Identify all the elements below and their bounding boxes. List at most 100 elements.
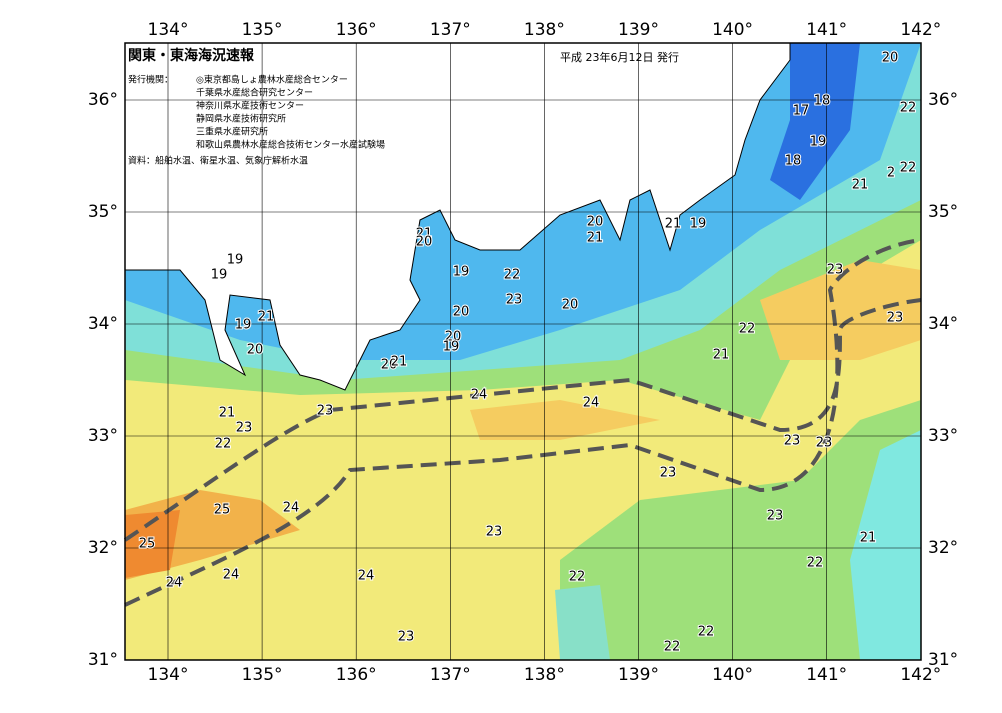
contour-label: 22 <box>698 625 715 640</box>
latitude-label: 35° <box>88 202 118 222</box>
contour-label: 24 <box>471 388 488 403</box>
contour-label: 23 <box>506 293 523 308</box>
contour-label: 19 <box>810 135 827 150</box>
longitude-label: 140° <box>712 665 753 685</box>
sea-cyan <box>555 585 610 660</box>
latitude-label: 36° <box>88 90 118 110</box>
contour-label: 22 <box>504 268 521 283</box>
issuers: ◎東京都島しょ農林水産総合センター千葉県水産総合研究センター神奈川県水産技術セン… <box>196 74 385 151</box>
contour-label: 20 <box>453 305 470 320</box>
issuer: 千葉県水産総合研究センター <box>196 87 313 99</box>
title: 関東・東海海況速報 <box>128 47 255 64</box>
contour-label: 23 <box>398 630 415 645</box>
contour-label: 20 <box>247 343 264 358</box>
contour-label: 19 <box>235 318 252 333</box>
contour-label: 18 <box>785 154 802 169</box>
contour-label: 25 <box>139 537 156 552</box>
issuer: ◎東京都島しょ農林水産総合センター <box>196 74 348 86</box>
latitude-label: 35° <box>928 202 958 222</box>
kuroshio-edge <box>123 298 922 542</box>
contour-label: 21 <box>852 178 869 193</box>
contour-label: 21 <box>391 355 408 370</box>
contour-label: 17 <box>793 104 810 119</box>
contour-label: 23 <box>816 436 833 451</box>
contour-label: 22 <box>569 570 586 585</box>
issuer: 静岡県水産技術研究所 <box>196 113 286 125</box>
contour-label: 21 <box>219 406 236 421</box>
contour-label: 19 <box>227 253 244 268</box>
longitude-label: 138° <box>524 20 565 40</box>
contour-label: 23 <box>236 421 253 436</box>
contour-label: 23 <box>784 434 801 449</box>
contour-label: 20 <box>416 235 433 250</box>
longitude-label: 136° <box>336 665 377 685</box>
contour-label: 21 <box>258 310 275 325</box>
contour-label: 21 <box>860 531 877 546</box>
contour-label: 23 <box>767 509 784 524</box>
longitude-label: 135° <box>242 20 283 40</box>
contour-label: 20 <box>445 330 462 345</box>
sea-green <box>560 400 921 660</box>
contour-label: 25 <box>214 503 231 518</box>
latitude-label: 33° <box>928 426 958 446</box>
contour-label: 19 <box>690 217 707 232</box>
contour-label: 20 <box>882 51 899 66</box>
labels: 134° 134° 135° 135° 136° 136° 137° 137° 138° 138°… <box>88 20 958 685</box>
sea-cold <box>770 43 860 200</box>
contour-label: 23 <box>660 466 677 481</box>
longitude-label: 142° <box>900 665 941 685</box>
latitude-label: 31° <box>88 650 118 670</box>
contour-label: 19 <box>453 265 470 280</box>
contour-label: 23 <box>827 263 844 278</box>
latitude-label: 32° <box>928 538 958 558</box>
longitude-label: 142° <box>900 20 941 40</box>
contour-label: 23 <box>887 311 904 326</box>
issuer: 三重県水産研究所 <box>196 126 268 138</box>
sea-orange <box>470 400 660 440</box>
contour-label: 21 <box>416 227 433 242</box>
frame <box>124 42 922 661</box>
contour-label: 23 <box>317 404 334 419</box>
contour-label: 20 <box>381 358 398 373</box>
latitude-label: 32° <box>88 538 118 558</box>
contour-label: 22 <box>900 101 917 116</box>
latitude-label: 33° <box>88 426 118 446</box>
longitude-label: 137° <box>430 20 471 40</box>
contour-label: 19 <box>443 340 460 355</box>
contour-label: 22 <box>807 556 824 571</box>
date: 平成 23年6月12日 発行 <box>560 50 679 64</box>
contour-label: 24 <box>358 569 375 584</box>
sea-orange <box>760 260 921 360</box>
longitude-label: 135° <box>242 665 283 685</box>
grid <box>125 43 922 661</box>
issuers-label: 発行機関： <box>128 74 173 86</box>
longitude-label: 141° <box>806 20 847 40</box>
longitude-label: 134° <box>148 665 189 685</box>
contour-label: 24 <box>583 396 600 411</box>
source: 資料：船舶水温、衛星水温、気象庁解析水温 <box>128 155 308 167</box>
kuroshio-edge <box>124 238 922 607</box>
contour-label: 23 <box>486 525 503 540</box>
contour-label: 22 <box>739 322 756 337</box>
contour-label: 24 <box>223 568 240 583</box>
longitude-label: 139° <box>618 20 659 40</box>
sea-cyan <box>850 430 921 660</box>
longitude-label: 138° <box>524 665 565 685</box>
longitude-label: 137° <box>430 665 471 685</box>
longitude-label: 134° <box>148 20 189 40</box>
contour-label: 24 <box>166 576 183 591</box>
contour-label: 21 <box>665 217 682 232</box>
contour-label: 21 <box>587 231 604 246</box>
contour-label: 22 <box>215 437 232 452</box>
contour-label: 20 <box>562 298 579 313</box>
contour-label: 24 <box>283 501 300 516</box>
contour-label: 20 <box>587 215 604 230</box>
contour-label: 22 <box>664 640 681 655</box>
land <box>124 42 791 391</box>
contour-label: 22 <box>900 161 917 176</box>
issuer: 和歌山県農林水産総合技術センター水産試験場 <box>196 139 385 151</box>
contour-label: 19 <box>211 268 228 283</box>
issuer: 神奈川県水産技術センター <box>196 100 304 112</box>
